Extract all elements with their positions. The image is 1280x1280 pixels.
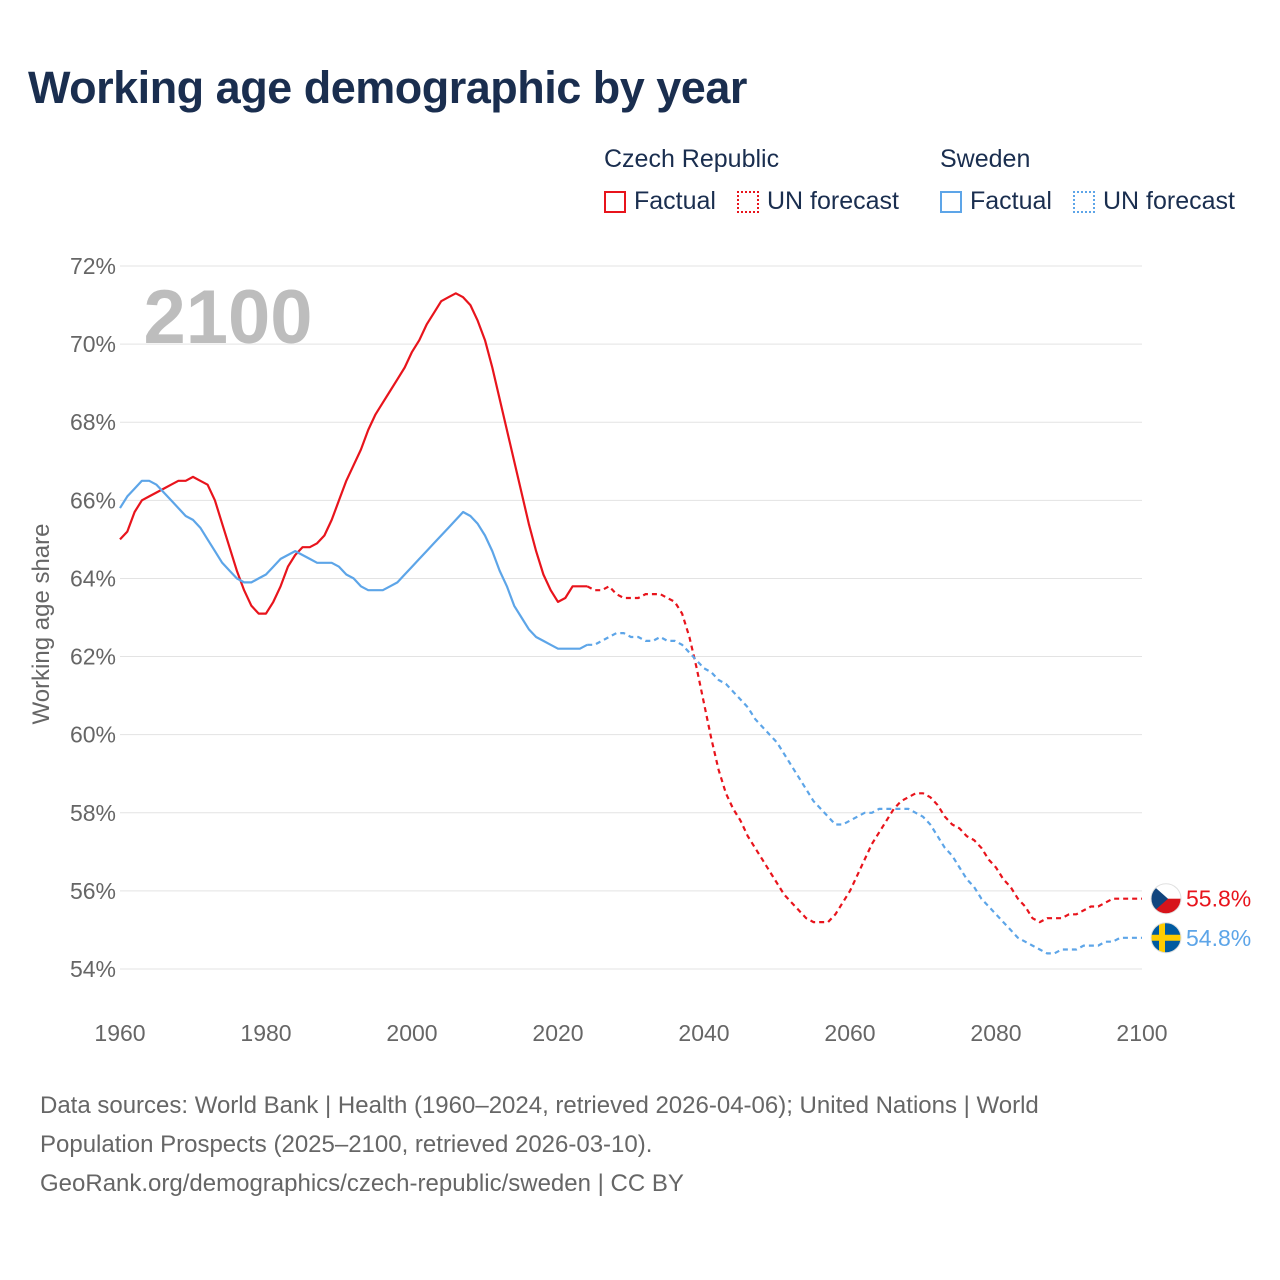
x-tick-label: 2080 — [970, 1020, 1021, 1046]
footer-line-3: GeoRank.org/demographics/czech-republic/… — [40, 1170, 684, 1197]
sweden-forecast-line — [587, 632, 1142, 955]
x-tick-label: 2020 — [532, 1020, 583, 1046]
y-tick-label: 70% — [70, 331, 116, 357]
sweden-factual-line — [119, 479, 588, 650]
series-end-markers: 55.8% 54.8% — [1150, 883, 1251, 954]
legend-item-sweden-factual[interactable]: Factual — [940, 187, 1052, 216]
legend-item-label: UN forecast — [1103, 187, 1235, 215]
legend-item-czech-factual[interactable]: Factual — [604, 187, 716, 216]
dotted-line-swatch-icon — [737, 190, 759, 213]
footer-line-2: Population Prospects (2025–2100, retriev… — [40, 1131, 653, 1158]
y-tick-label: 58% — [70, 800, 116, 826]
y-tick-label: 68% — [70, 409, 116, 435]
legend-group-name: Czech Republic — [604, 145, 780, 173]
legend-item-sweden-forecast[interactable]: UN forecast — [1073, 187, 1235, 216]
sweden-end-value-label: 54.8% — [1186, 925, 1251, 951]
y-tick-label: 60% — [70, 722, 116, 748]
footer-sources: Data sources: World Bank | Health (1960–… — [40, 1086, 1240, 1203]
y-tick-label: 54% — [70, 956, 116, 982]
x-tick-label: 2000 — [386, 1020, 437, 1046]
solid-line-swatch-icon — [940, 190, 962, 213]
x-axis-ticks: 1960 1980 2000 2020 2040 2060 2080 2100 — [94, 1020, 1167, 1046]
legend-item-label: Factual — [970, 187, 1052, 215]
dotted-line-swatch-icon — [1073, 190, 1095, 213]
year-watermark: 2100 — [143, 275, 312, 360]
legend-item-label: UN forecast — [767, 187, 899, 215]
footer-line-1: Data sources: World Bank | Health (1960–… — [40, 1092, 1039, 1119]
y-tick-label: 56% — [70, 878, 116, 904]
x-tick-label: 2040 — [678, 1020, 729, 1046]
x-tick-label: 1980 — [240, 1020, 291, 1046]
y-tick-label: 72% — [70, 253, 116, 279]
czech-republic-forecast-line — [586, 584, 1142, 924]
solid-line-swatch-icon — [604, 190, 626, 213]
series-lines — [119, 292, 1142, 955]
czech-flag-icon — [1150, 883, 1182, 915]
grid — [120, 265, 1142, 970]
x-tick-label: 2060 — [824, 1020, 875, 1046]
line-chart: 2100 54% 56% 58% 60% 62% 64% 66% 68% 70% 72% 1960… — [70, 253, 1251, 1046]
x-tick-label: 1960 — [94, 1020, 145, 1046]
czech-republic-end-value-label: 55.8% — [1186, 886, 1251, 912]
chart-title: Working age demographic by year — [28, 62, 747, 113]
czech-republic-factual-line — [119, 292, 588, 615]
y-tick-label: 62% — [70, 644, 116, 670]
legend-group-name: Sweden — [940, 145, 1031, 173]
sweden-flag-icon — [1150, 922, 1182, 954]
x-tick-label: 2100 — [1116, 1020, 1167, 1046]
y-axis-ticks: 54% 56% 58% 60% 62% 64% 66% 68% 70% 72% — [70, 253, 116, 982]
y-tick-label: 66% — [70, 487, 116, 513]
legend-item-label: Factual — [634, 187, 716, 215]
y-tick-label: 64% — [70, 565, 116, 591]
legend-item-czech-forecast[interactable]: UN forecast — [737, 187, 899, 216]
